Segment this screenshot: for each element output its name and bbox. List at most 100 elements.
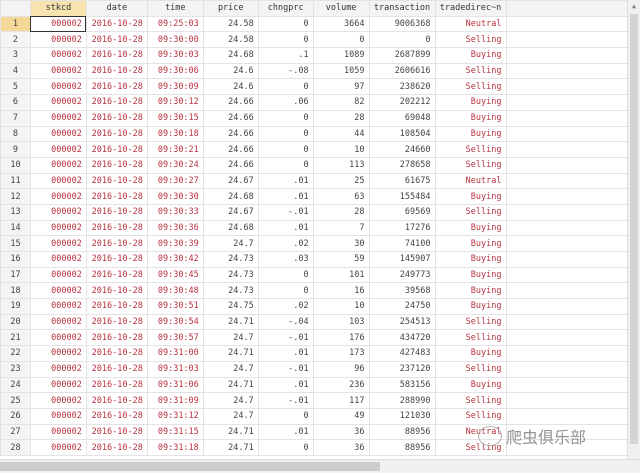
cell-transaction[interactable]: 155484 — [368, 188, 436, 205]
cell-time[interactable]: 09:30:45 — [146, 266, 204, 284]
cell-tradedirecn[interactable]: Selling — [434, 313, 507, 331]
cell-price[interactable]: 24.73 — [202, 266, 259, 284]
table-row[interactable]: 24 000002 2016-10-28 09:31:06 24.71.01 236 583… — [0, 376, 628, 394]
cell-transaction[interactable]: 17276 — [368, 219, 436, 237]
cell-chngprc[interactable]: .01 — [257, 219, 314, 237]
row-number[interactable]: 12 — [0, 188, 31, 205]
cell-date[interactable]: 2016-10-28 — [85, 172, 148, 190]
cell-transaction[interactable]: 145907 — [368, 251, 436, 268]
row-number[interactable]: 24 — [0, 376, 31, 394]
cell-volume[interactable]: 63 — [312, 188, 370, 205]
cell-tradedirecn[interactable]: Selling — [434, 360, 507, 378]
row-number[interactable]: 16 — [0, 251, 31, 268]
table-row[interactable]: 8 000002 2016-10-28 09:30:18 24.66 0 44 108504 B… — [0, 125, 628, 143]
cell-price[interactable]: 24.7 — [202, 407, 259, 425]
cell-price[interactable]: 24.71 — [202, 376, 259, 394]
column-header-price[interactable]: price — [202, 0, 259, 17]
cell-volume[interactable]: 44 — [312, 125, 370, 143]
cell-time[interactable]: 09:30:57 — [146, 329, 204, 347]
cell-chngprc[interactable]: .01 — [257, 423, 314, 441]
cell-price[interactable]: 24.68 — [202, 188, 259, 205]
table-row[interactable]: 14 000002 2016-10-28 09:30:36 24.68.01 7 17276… — [0, 219, 628, 237]
cell-time[interactable]: 09:30:15 — [146, 109, 204, 127]
cell-date[interactable]: 2016-10-28 — [85, 439, 148, 456]
cell-date[interactable]: 2016-10-28 — [85, 156, 148, 174]
cell-time[interactable]: 09:30:24 — [146, 156, 204, 174]
row-number[interactable]: 2 — [0, 31, 31, 49]
cell-date[interactable]: 2016-10-28 — [85, 423, 148, 441]
cell-price[interactable]: 24.67 — [202, 172, 259, 190]
row-number[interactable]: 23 — [0, 360, 31, 378]
cell-time[interactable]: 09:30:36 — [146, 219, 204, 237]
cell-tradedirecn[interactable]: Buying — [434, 125, 507, 143]
cell-price[interactable]: 24.66 — [202, 94, 259, 111]
cell-chngprc[interactable]: -.01 — [257, 203, 314, 221]
cell-volume[interactable]: 36 — [312, 423, 370, 441]
cell-chngprc[interactable]: 0 — [257, 439, 314, 456]
cell-transaction[interactable]: 427483 — [368, 345, 436, 362]
cell-volume[interactable]: 10 — [312, 141, 370, 158]
cell-stkcd[interactable]: 000002 — [29, 31, 87, 49]
cell-transaction[interactable]: 583156 — [368, 376, 436, 394]
cell-stkcd[interactable]: 000002 — [29, 423, 87, 441]
cell-tradedirecn[interactable]: Buying — [434, 94, 507, 111]
cell-chngprc[interactable]: 0 — [257, 15, 314, 33]
cell-transaction[interactable]: 61675 — [368, 172, 436, 190]
cell-stkcd[interactable]: 000002 — [29, 360, 87, 378]
table-row[interactable]: 6 000002 2016-10-28 09:30:12 24.66.06 82 20221… — [0, 94, 628, 111]
cell-transaction[interactable]: 69048 — [368, 109, 436, 127]
cell-stkcd[interactable]: 000002 — [29, 47, 87, 64]
cell-transaction[interactable]: 9006368 — [368, 15, 436, 33]
cell-price[interactable]: 24.66 — [202, 125, 259, 143]
cell-volume[interactable]: 59 — [312, 251, 370, 268]
cell-date[interactable]: 2016-10-28 — [85, 78, 148, 96]
cell-price[interactable]: 24.6 — [202, 62, 259, 80]
cell-transaction[interactable]: 288990 — [368, 392, 436, 409]
cell-price[interactable]: 24.7 — [202, 235, 259, 252]
table-row[interactable]: 7 000002 2016-10-28 09:30:15 24.66 0 28 69048 Bu… — [0, 109, 628, 127]
cell-tradedirecn[interactable]: Selling — [434, 407, 507, 425]
cell-tradedirecn[interactable]: Buying — [434, 47, 507, 64]
cell-volume[interactable]: 236 — [312, 376, 370, 394]
row-number[interactable]: 20 — [0, 313, 31, 331]
table-row[interactable]: 11 000002 2016-10-28 09:30:27 24.67.01 25 6167… — [0, 172, 628, 190]
cell-volume[interactable]: 49 — [312, 407, 370, 425]
cell-stkcd[interactable]: 000002 — [29, 203, 87, 221]
scroll-up-arrow-icon[interactable]: ▲ — [631, 2, 637, 10]
column-header-transaction[interactable]: transaction — [368, 0, 436, 17]
cell-stkcd[interactable]: 000002 — [29, 125, 87, 143]
cell-chngprc[interactable]: 0 — [257, 282, 314, 300]
column-header-tradedirecn[interactable]: tradedirec~n — [434, 0, 507, 17]
cell-price[interactable]: 24.73 — [202, 251, 259, 268]
cell-tradedirecn[interactable]: Selling — [434, 203, 507, 221]
cell-date[interactable]: 2016-10-28 — [85, 31, 148, 49]
cell-transaction[interactable]: 249773 — [368, 266, 436, 284]
cell-time[interactable]: 09:31:18 — [146, 439, 204, 456]
cell-stkcd[interactable]: 000002 — [29, 313, 87, 331]
cell-stkcd[interactable]: 000002 — [29, 141, 87, 158]
cell-chngprc[interactable]: .1 — [257, 47, 314, 64]
cell-transaction[interactable]: 2606616 — [368, 62, 436, 80]
cell-date[interactable]: 2016-10-28 — [85, 329, 148, 347]
cell-volume[interactable]: 10 — [312, 298, 370, 315]
vertical-scroll-thumb[interactable] — [630, 14, 638, 444]
horizontal-scroll-thumb[interactable] — [0, 462, 380, 471]
cell-transaction[interactable]: 434720 — [368, 329, 436, 347]
cell-transaction[interactable]: 121030 — [368, 407, 436, 425]
cell-volume[interactable]: 0 — [312, 31, 370, 49]
cell-stkcd[interactable]: 000002 — [29, 109, 87, 127]
cell-stkcd[interactable]: 000002 — [29, 219, 87, 237]
vertical-scrollbar[interactable]: ▲ — [627, 0, 640, 460]
row-number[interactable]: 11 — [0, 172, 31, 190]
cell-time[interactable]: 09:25:03 — [146, 15, 204, 33]
cell-time[interactable]: 09:31:06 — [146, 376, 204, 394]
cell-volume[interactable]: 176 — [312, 329, 370, 347]
cell-time[interactable]: 09:30:21 — [146, 141, 204, 158]
row-number[interactable]: 22 — [0, 345, 31, 362]
cell-chngprc[interactable]: .01 — [257, 172, 314, 190]
cell-stkcd[interactable]: 000002 — [29, 329, 87, 347]
row-number[interactable]: 13 — [0, 203, 31, 221]
table-row[interactable]: 22 000002 2016-10-28 09:31:00 24.71.01 173 427… — [0, 345, 628, 362]
cell-price[interactable]: 24.68 — [202, 219, 259, 237]
table-row[interactable]: 1 000002 2016-10-28 09:25:03 24.58 0 3664 90063… — [0, 15, 628, 33]
